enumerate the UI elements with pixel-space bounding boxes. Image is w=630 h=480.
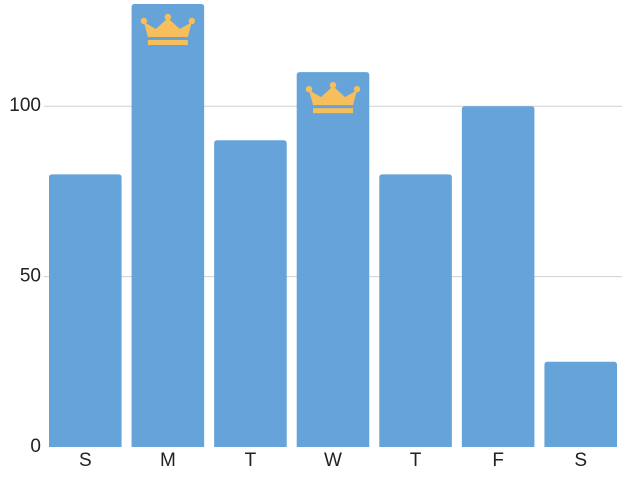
bar-layer: [49, 4, 617, 448]
x-tick-label: W: [324, 450, 342, 471]
icon-layer: [140, 13, 361, 114]
bar: [544, 361, 617, 447]
crown-band: [147, 40, 188, 45]
x-tick-label: F: [492, 450, 504, 471]
crown-jewel: [305, 85, 313, 93]
crown-jewel: [140, 17, 148, 25]
bar: [296, 72, 370, 448]
crown-jewel: [329, 81, 337, 89]
bar: [131, 4, 205, 447]
crown-band: [313, 108, 353, 114]
bar: [461, 106, 535, 447]
bar: [49, 174, 122, 447]
bar: [379, 174, 452, 447]
x-tick-label: M: [160, 450, 176, 471]
x-tick-label: T: [245, 450, 257, 471]
crown-icon: [140, 13, 196, 45]
bar: [214, 140, 287, 448]
x-tick-label: T: [410, 450, 422, 471]
y-tick-label: 50: [20, 266, 41, 287]
y-tick-label: 100: [9, 95, 41, 116]
crown-body: [143, 18, 192, 37]
crown-icon: [305, 81, 361, 114]
y-tick-label: 0: [30, 436, 41, 457]
x-tick-label: S: [79, 450, 92, 471]
x-tick-label: S: [574, 450, 587, 471]
crown-jewel: [164, 13, 172, 21]
crown-jewel: [353, 85, 361, 93]
y-axis-ticks: 0 50 100: [9, 95, 41, 457]
crown-body: [309, 86, 357, 106]
crown-jewel: [188, 17, 196, 25]
